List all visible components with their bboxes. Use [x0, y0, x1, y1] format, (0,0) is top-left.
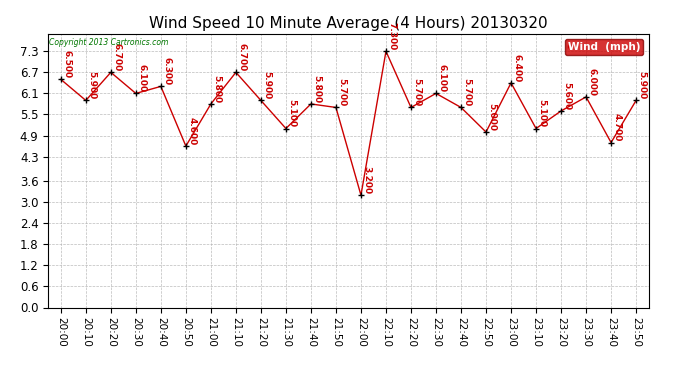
Text: 6.000: 6.000	[587, 68, 596, 96]
Text: 6.100: 6.100	[437, 64, 446, 92]
Text: Copyright 2013 Cartronics.com: Copyright 2013 Cartronics.com	[49, 38, 168, 47]
Text: 5.800: 5.800	[212, 75, 221, 103]
Text: 5.100: 5.100	[287, 99, 296, 128]
Text: 6.500: 6.500	[62, 50, 71, 78]
Text: 5.900: 5.900	[87, 71, 96, 99]
Text: 5.700: 5.700	[337, 78, 346, 106]
Text: 4.700: 4.700	[612, 113, 621, 141]
Text: 5.000: 5.000	[487, 103, 496, 131]
Legend: Wind  (mph): Wind (mph)	[564, 39, 643, 55]
Title: Wind Speed 10 Minute Average (4 Hours) 20130320: Wind Speed 10 Minute Average (4 Hours) 2…	[149, 16, 548, 31]
Text: 4.600: 4.600	[187, 117, 196, 145]
Text: 6.700: 6.700	[112, 43, 121, 71]
Text: 6.400: 6.400	[512, 54, 521, 82]
Text: 5.600: 5.600	[562, 82, 571, 110]
Text: 5.900: 5.900	[262, 71, 271, 99]
Text: 6.700: 6.700	[237, 43, 246, 71]
Text: 3.200: 3.200	[362, 166, 371, 194]
Text: 6.100: 6.100	[137, 64, 146, 92]
Text: 5.100: 5.100	[538, 99, 546, 128]
Text: 5.700: 5.700	[412, 78, 421, 106]
Text: 5.700: 5.700	[462, 78, 471, 106]
Text: 5.800: 5.800	[312, 75, 321, 103]
Text: 7.300: 7.300	[387, 22, 396, 50]
Text: 6.300: 6.300	[162, 57, 171, 86]
Text: 5.900: 5.900	[638, 71, 647, 99]
